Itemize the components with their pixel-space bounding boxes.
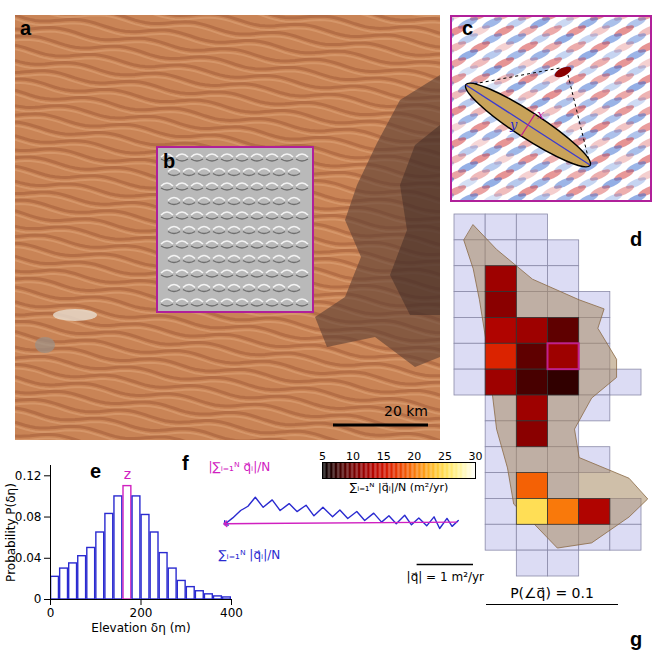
svg-text:0: 0 — [34, 592, 42, 606]
svg-text:∑ᵢ₌₁ᴺ |q⃗ᵢ|/N (m²/yr): ∑ᵢ₌₁ᴺ |q⃗ᵢ|/N (m²/yr) — [350, 481, 449, 494]
svg-text:∑ᵢ₌₁ᴺ |q⃗ᵢ|/N: ∑ᵢ₌₁ᴺ |q⃗ᵢ|/N — [219, 548, 281, 562]
svg-text:|q⃗| = 1 m²/yr: |q⃗| = 1 m²/yr — [407, 570, 484, 584]
svg-text:25: 25 — [438, 450, 452, 463]
svg-text:0.08: 0.08 — [15, 510, 42, 524]
svg-text:x: x — [537, 107, 545, 122]
html-text:b: b — [163, 150, 176, 172]
svg-text:20 km: 20 km — [384, 403, 428, 419]
svg-text:30: 30 — [469, 450, 483, 463]
html-text:c: c — [462, 17, 474, 39]
html-text:d: d — [630, 228, 643, 250]
svg-text:5: 5 — [319, 450, 326, 463]
svg-text:10: 10 — [346, 450, 360, 463]
svg-text:0.04: 0.04 — [15, 551, 42, 565]
html-text:a: a — [20, 17, 32, 39]
svg-text:y: y — [509, 117, 518, 132]
html-text:g: g — [630, 628, 643, 650]
svg-text:Probability P(δη): Probability P(δη) — [4, 483, 18, 582]
svg-text:20: 20 — [407, 450, 421, 463]
svg-text:|∑ᵢ₌₁ᴺ q⃗ᵢ|/N: |∑ᵢ₌₁ᴺ q⃗ᵢ|/N — [209, 460, 271, 474]
html-text:f: f — [182, 452, 189, 474]
svg-text:400: 400 — [220, 606, 243, 620]
svg-text:Elevation δη (m): Elevation δη (m) — [91, 621, 190, 635]
svg-text:0.12: 0.12 — [15, 469, 42, 483]
svg-text:0: 0 — [47, 606, 55, 620]
svg-text:200: 200 — [130, 606, 153, 620]
svg-text:15: 15 — [377, 450, 391, 463]
html-text:e: e — [90, 460, 102, 482]
html-text:P(∠q⃗) = 0.1: P(∠q⃗) = 0.1 — [510, 585, 594, 601]
svg-text:z: z — [124, 466, 131, 482]
